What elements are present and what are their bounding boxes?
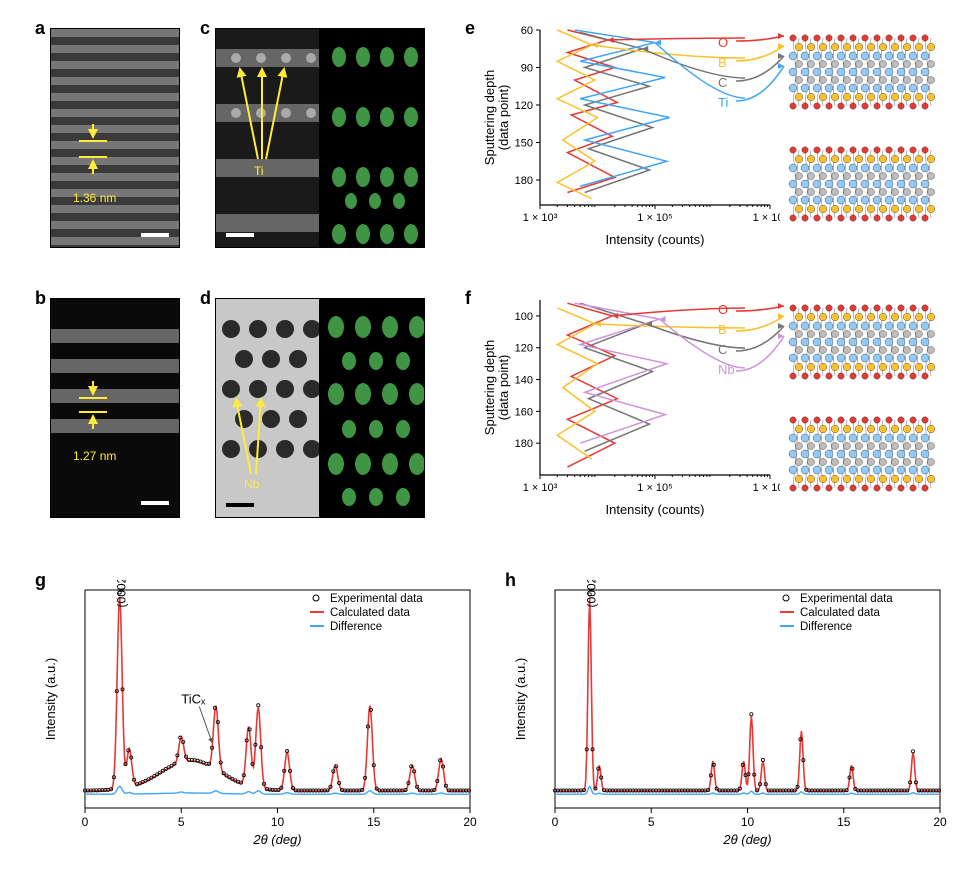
svg-text:Experimental data: Experimental data <box>800 593 893 605</box>
elem-B-e: B <box>718 55 727 70</box>
element-label-c: Ti <box>254 164 264 178</box>
panel-label-c: c <box>200 18 210 39</box>
panel-label-e: e <box>465 18 475 39</box>
svg-text:20: 20 <box>933 815 947 829</box>
svg-text:15: 15 <box>837 815 851 829</box>
svg-text:Intensity (counts): Intensity (counts) <box>606 502 705 517</box>
svg-text:2θ (deg): 2θ (deg) <box>722 832 771 847</box>
tem-image-c-right <box>320 28 425 248</box>
svg-text:1 × 10⁵: 1 × 10⁵ <box>637 482 672 494</box>
svg-text:(data point): (data point) <box>496 85 511 151</box>
element-label-d: Nb <box>244 477 259 491</box>
svg-text:180: 180 <box>515 175 533 187</box>
svg-text:120: 120 <box>515 343 533 355</box>
svg-text:20: 20 <box>463 815 477 829</box>
svg-text:Experimental data: Experimental data <box>330 593 423 605</box>
tem-image-d-right <box>320 298 425 518</box>
panel-label-f: f <box>465 288 471 309</box>
elem-Ti-e: Ti <box>718 95 728 110</box>
scale-bar-c <box>226 233 254 237</box>
tem-image-b: 1.27 nm <box>50 298 180 518</box>
elem-O-f: O <box>718 302 728 317</box>
chart-g: 0 5 10 15 20 (0002) TiCₓ Experimental data Calcu… <box>40 580 480 850</box>
svg-text:Difference: Difference <box>330 621 382 633</box>
svg-text:180: 180 <box>515 438 533 450</box>
svg-text:150: 150 <box>515 138 533 150</box>
panel-label-a: a <box>35 18 45 39</box>
svg-text:120: 120 <box>515 100 533 112</box>
panel-label-b: b <box>35 288 46 309</box>
elem-O-e: O <box>718 35 728 50</box>
measurement-a: 1.36 nm <box>73 191 116 205</box>
svg-text:15: 15 <box>367 815 381 829</box>
svg-text:TiCₓ: TiCₓ <box>181 691 206 706</box>
svg-text:1 × 10⁵: 1 × 10⁵ <box>637 212 672 224</box>
svg-text:Intensity (a.u.): Intensity (a.u.) <box>513 658 528 740</box>
panel-label-d: d <box>200 288 211 309</box>
tem-image-d-left: Nb <box>215 298 320 518</box>
svg-text:Intensity (counts): Intensity (counts) <box>606 232 705 247</box>
svg-text:10: 10 <box>271 815 285 829</box>
tem-image-c-left: Ti <box>215 28 320 248</box>
svg-text:1 × 10³: 1 × 10³ <box>523 482 558 494</box>
svg-text:Calculated data: Calculated data <box>800 607 881 619</box>
svg-text:Intensity (a.u.): Intensity (a.u.) <box>43 658 58 740</box>
chart-h: 0 5 10 15 20 (0002) Experimental data Calculate… <box>510 580 950 850</box>
svg-text:10: 10 <box>741 815 755 829</box>
svg-text:Sputtering depth: Sputtering depth <box>482 70 497 165</box>
scale-bar-d <box>226 503 254 507</box>
svg-text:0: 0 <box>552 815 559 829</box>
svg-text:160: 160 <box>515 406 533 418</box>
measurement-b: 1.27 nm <box>73 449 116 463</box>
svg-text:Calculated data: Calculated data <box>330 607 411 619</box>
svg-text:(data point): (data point) <box>496 355 511 421</box>
svg-text:1 × 10⁷: 1 × 10⁷ <box>753 212 780 224</box>
svg-text:2θ (deg): 2θ (deg) <box>252 832 301 847</box>
svg-text:(0002): (0002) <box>585 580 599 607</box>
elem-C-f: C <box>718 342 727 357</box>
elem-B-f: B <box>718 322 727 337</box>
svg-text:100: 100 <box>515 311 533 323</box>
svg-text:1 × 10³: 1 × 10³ <box>523 212 558 224</box>
svg-text:5: 5 <box>648 815 655 829</box>
elem-C-e: C <box>718 75 727 90</box>
svg-text:(0002): (0002) <box>115 580 129 607</box>
svg-text:Sputtering depth: Sputtering depth <box>482 340 497 435</box>
svg-text:5: 5 <box>178 815 185 829</box>
scale-bar-b <box>141 501 169 505</box>
svg-text:1 × 10⁷: 1 × 10⁷ <box>753 482 780 494</box>
svg-text:60: 60 <box>521 25 533 37</box>
svg-text:140: 140 <box>515 375 533 387</box>
tem-image-a: 1.36 nm <box>50 28 180 248</box>
svg-text:Difference: Difference <box>800 621 852 633</box>
svg-text:90: 90 <box>521 63 533 75</box>
svg-text:0: 0 <box>82 815 89 829</box>
scale-bar-a <box>141 233 169 237</box>
